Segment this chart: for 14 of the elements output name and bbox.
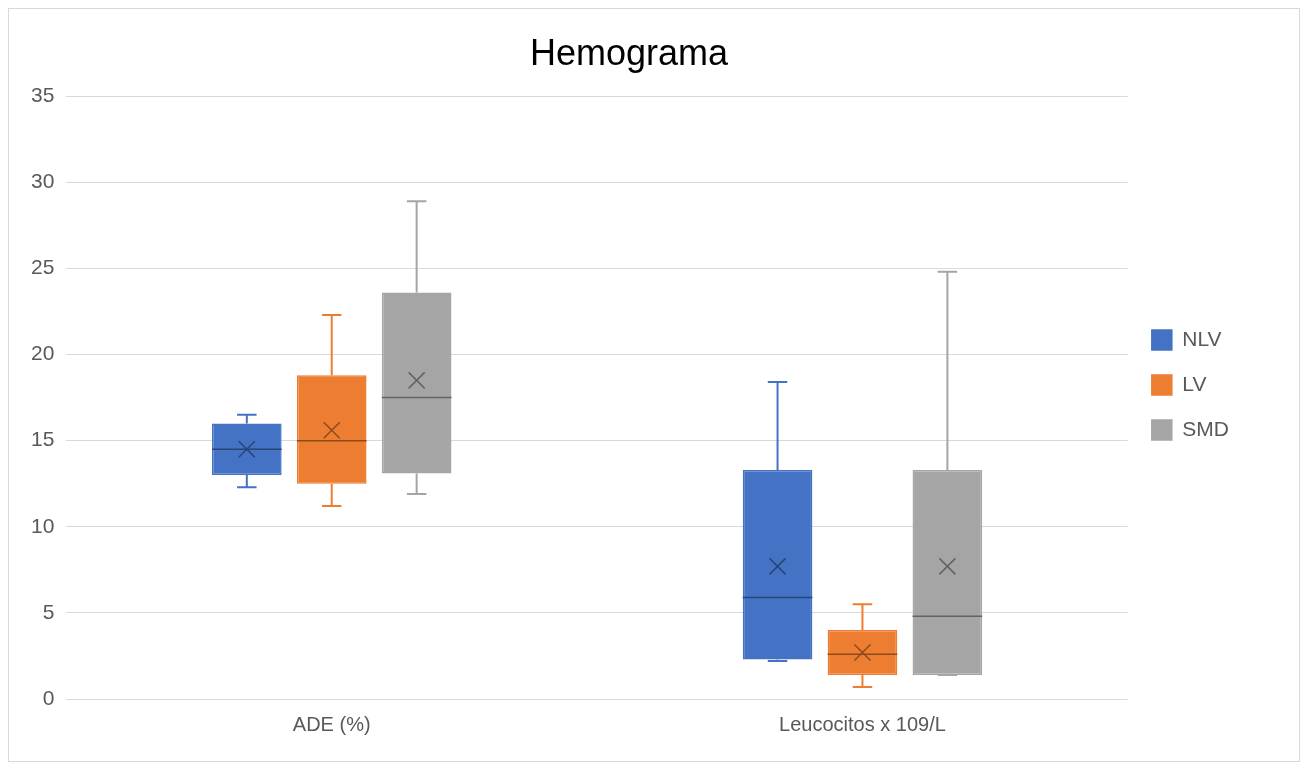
y-tick-label: 20: [31, 341, 55, 365]
x-tick-label: ADE (%): [292, 712, 371, 735]
y-tick-label: 35: [31, 83, 55, 106]
y-tick-label: 10: [31, 513, 55, 537]
legend-label: NLV: [1182, 326, 1222, 350]
y-tick-label: 30: [31, 169, 55, 193]
y-tick-label: 15: [31, 427, 55, 451]
legend-label: LV: [1182, 371, 1207, 395]
y-tick-label: 5: [42, 599, 55, 623]
legend-label: SMD: [1182, 416, 1230, 440]
y-tick-label: 0: [42, 685, 55, 709]
chart-title: Hemograma: [529, 31, 730, 73]
x-tick-label: Leucocitos x 109/L: [779, 712, 946, 735]
y-tick-label: 25: [31, 255, 55, 279]
